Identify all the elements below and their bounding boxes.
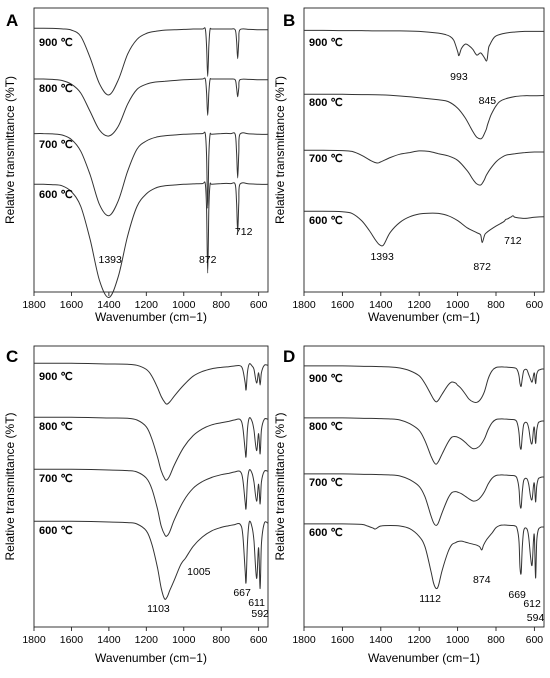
plot-frame [303,7,545,293]
series-label: 900 ℃ [309,37,343,49]
peak-label: 1393 [99,254,123,266]
plot-frame [33,345,269,628]
x-tick-label: 1600 [331,634,355,646]
panel-letter: D [283,347,295,366]
panel-C: C 1800 1600 1400 1200 1000 800 600 Wavenumber (c… [3,345,269,665]
series-line-700 [303,149,545,186]
x-tick-label: 1200 [408,634,432,646]
x-tick-label: 1800 [22,634,46,646]
x-tick-label: 1200 [135,634,159,646]
x-tick-label: 1200 [135,299,159,311]
x-tick-label: 800 [212,634,230,646]
panel-B: B 1800 1600 1400 1200 1000 800 600 Wavenumber (c… [273,7,545,324]
peak-label: 612 [523,598,541,610]
series-label: 700 ℃ [39,139,73,151]
series-label: 700 ℃ [39,473,73,485]
series-line-900 [34,27,268,96]
x-tick-label: 1000 [446,634,470,646]
peak-label: 872 [473,261,491,273]
series-line-600 [303,523,544,590]
peak-label: 611 [248,597,265,609]
panel-letter: B [283,11,295,30]
series-line-700 [303,473,545,526]
series-label: 900 ℃ [309,373,343,385]
series-line-900 [303,365,544,404]
series-line-600 [33,181,269,298]
panel-D: D 1800 1600 1400 1200 1000 800 600 Wavenumber (c… [273,345,545,665]
x-axis-title: Wavenumber (cm−1) [95,310,207,324]
series-line-800 [33,77,268,137]
panel-letter: C [6,347,18,366]
series-label: 800 ℃ [39,421,73,433]
y-axis-title: Relative transmittance (%T) [3,76,17,224]
y-axis-title: Relative transmittance (%T) [3,412,17,560]
x-tick-label: 1400 [97,299,121,311]
plot-frame [33,7,269,293]
x-tick-label: 800 [487,634,505,646]
series-label: 600 ℃ [39,525,73,537]
plot-frame [303,345,545,628]
x-axis-title: Wavenumber (cm−1) [368,651,480,665]
y-axis-title: Relative transmittance (%T) [273,412,287,560]
peak-label: 1112 [419,593,441,605]
peak-label: 669 [508,589,526,601]
y-axis-title: Relative transmittance (%T) [273,76,287,224]
x-tick-label: 1600 [60,634,84,646]
series-line-600 [33,520,269,600]
x-tick-label: 1000 [172,634,196,646]
peak-label: 993 [450,71,468,83]
series-line-600 [303,210,545,247]
series-label: 600 ℃ [309,215,343,227]
x-tick-label: 1400 [369,634,393,646]
peak-label: 592 [251,608,269,620]
series-line-800 [303,417,544,465]
series-line-900 [33,362,269,405]
series-line-900 [303,29,544,62]
x-axis-title: Wavenumber (cm−1) [368,310,480,324]
x-tick-label: 1600 [331,299,355,311]
peak-label: 1005 [187,566,211,578]
x-tick-label: 1400 [97,634,121,646]
peak-label: 845 [479,95,497,107]
x-axis-title: Wavenumber (cm−1) [95,651,207,665]
x-tick-label: 1800 [292,299,316,311]
peak-label: 872 [199,254,217,266]
x-tick-label: 1000 [172,299,196,311]
peak-label: 1103 [147,603,170,615]
x-tick-label: 1600 [60,299,84,311]
x-tick-label: 1000 [446,299,470,311]
peak-label: 667 [233,587,251,599]
series-label: 900 ℃ [39,37,73,49]
x-tick-label: 600 [526,634,544,646]
series-label: 700 ℃ [309,477,343,489]
x-tick-label: 600 [250,299,268,311]
peak-label: 712 [504,235,522,247]
x-tick-label: 800 [212,299,230,311]
x-tick-label: 800 [487,299,505,311]
series-line-700 [33,468,269,537]
peak-label: 712 [235,226,253,238]
x-tick-label: 1400 [369,299,393,311]
series-label: 800 ℃ [309,421,343,433]
series-line-800 [304,93,545,140]
series-line-800 [33,416,269,481]
peak-label: 1393 [370,251,394,263]
x-tick-label: 1800 [292,634,316,646]
series-label: 700 ℃ [309,153,343,165]
x-tick-label: 1200 [408,299,432,311]
series-label: 600 ℃ [309,527,343,539]
x-tick-label: 1800 [22,299,46,311]
series-label: 800 ℃ [309,97,343,109]
series-label: 900 ℃ [39,371,73,383]
panel-letter: A [6,11,18,30]
series-label: 600 ℃ [39,189,73,201]
series-label: 800 ℃ [39,83,73,95]
x-tick-label: 600 [250,634,268,646]
peak-label: 594 [527,612,545,624]
series-line-700 [33,131,269,217]
peak-label: 874 [473,574,491,586]
panel-A: A 1800 1600 1400 1200 1000 800 600 Wavenumber (c… [3,7,269,324]
x-tick-label: 600 [526,299,544,311]
